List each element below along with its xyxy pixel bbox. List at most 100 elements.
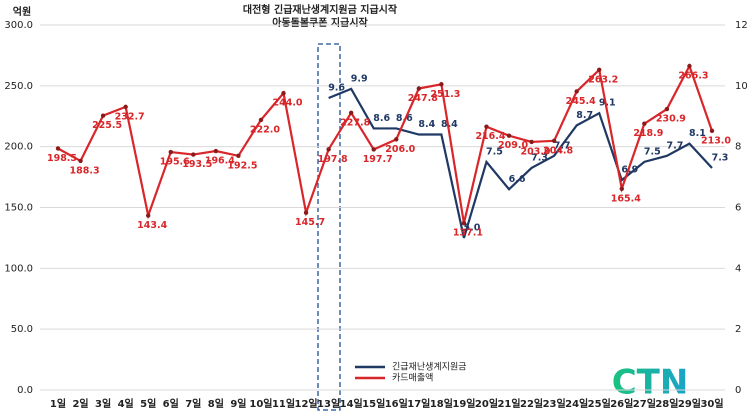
value-label: 6.9 xyxy=(621,165,638,176)
x-tick-label: 9일 xyxy=(230,397,246,410)
point xyxy=(416,86,422,91)
value-label: 206.0 xyxy=(385,144,415,155)
x-tick-label: 15일 xyxy=(362,397,385,410)
x-tick-label: 8일 xyxy=(208,397,224,410)
x-tick-label: 24일 xyxy=(565,397,588,410)
y-tick-label: 0.0 xyxy=(17,385,33,396)
y2-tick-label: 4 xyxy=(735,263,741,274)
point xyxy=(439,82,444,87)
x-tick-label: 13일 xyxy=(317,397,340,410)
x-tick-label: 27일 xyxy=(633,397,656,410)
point xyxy=(461,220,467,226)
point xyxy=(281,90,286,96)
value-label: 266.3 xyxy=(678,71,708,82)
value-label: 8.7 xyxy=(576,110,593,121)
annotation: 아동돌봄쿠폰 지급시작 xyxy=(272,16,368,29)
y-tick-label: 250.0 xyxy=(4,81,33,92)
x-tick-label: 30일 xyxy=(700,397,723,410)
value-label: 225.5 xyxy=(92,120,122,131)
value-label: 244.0 xyxy=(272,98,302,109)
x-tick-label: 4일 xyxy=(118,397,134,410)
value-label: 137.1 xyxy=(453,228,483,239)
point xyxy=(236,153,241,158)
x-tick-label: 22일 xyxy=(520,397,543,410)
x-tick-label: 3일 xyxy=(95,397,111,410)
value-label: 192.5 xyxy=(227,160,257,171)
x-tick-label: 19일 xyxy=(452,397,475,410)
point xyxy=(642,121,647,126)
value-label: 198.5 xyxy=(47,153,77,164)
value-label: 8.6 xyxy=(373,113,390,124)
y-axis-label: 억원 xyxy=(13,5,31,18)
value-label: 251.3 xyxy=(430,89,460,100)
x-tick-label: 29일 xyxy=(678,397,701,410)
value-label: 6.6 xyxy=(509,174,526,185)
y-tick-label: 200.0 xyxy=(4,142,33,153)
point xyxy=(574,89,579,94)
value-label: 9.9 xyxy=(351,73,368,84)
value-label: 263.2 xyxy=(588,74,618,85)
value-label: 7.7 xyxy=(666,140,683,151)
annotation: 대전형 긴급재난생계지원금 지급시작 xyxy=(243,3,398,16)
y2-tick-label: 2 xyxy=(735,324,741,335)
point xyxy=(597,67,602,72)
value-label: 8.4 xyxy=(418,119,435,130)
x-tick-label: 10일 xyxy=(249,397,272,410)
value-label: 227.8 xyxy=(340,117,370,128)
x-tick-label: 1일 xyxy=(50,397,66,410)
x-tick-label: 28일 xyxy=(655,397,678,410)
point xyxy=(348,110,354,116)
point xyxy=(709,128,715,134)
value-label: 209.0 xyxy=(498,140,528,151)
x-tick-label: 2일 xyxy=(72,397,88,410)
value-label: 222.0 xyxy=(250,124,280,135)
point xyxy=(551,138,557,144)
x-tick-label: 21일 xyxy=(497,397,520,410)
value-label: 247.8 xyxy=(408,93,438,104)
value-label: 9.1 xyxy=(599,98,616,109)
y2-tick-label: 6 xyxy=(735,203,741,214)
value-label: 7.5 xyxy=(486,146,503,157)
value-label: 195.6 xyxy=(160,157,190,168)
x-tick-label: 14일 xyxy=(340,397,363,410)
value-label: 7.3 xyxy=(531,152,548,163)
point xyxy=(371,147,376,152)
x-tick-label: 23일 xyxy=(543,397,566,410)
value-label: 197.8 xyxy=(318,154,348,165)
value-label: 7.5 xyxy=(644,146,661,157)
point xyxy=(100,113,106,118)
value-label: 9.6 xyxy=(328,83,345,94)
value-label: 5.0 xyxy=(464,222,481,233)
x-tick-label: 20일 xyxy=(475,397,498,410)
point xyxy=(191,152,196,157)
value-label: 193.5 xyxy=(182,159,212,170)
point xyxy=(258,117,264,123)
series-line xyxy=(328,87,713,239)
logo: CTN xyxy=(612,363,689,403)
value-label: 143.4 xyxy=(137,220,167,231)
point xyxy=(303,210,309,215)
x-tick-label: 11일 xyxy=(272,397,295,410)
y-tick-label: 50.0 xyxy=(11,324,33,335)
x-tick-label: 7일 xyxy=(185,397,201,410)
value-label: 218.9 xyxy=(633,128,663,139)
value-label: 7.3 xyxy=(712,152,729,163)
value-label: 145.7 xyxy=(295,217,325,228)
point xyxy=(55,146,61,151)
x-tick-label: 16일 xyxy=(385,397,408,410)
value-label: 245.4 xyxy=(566,96,596,107)
value-label: 203.9 xyxy=(521,146,551,157)
x-tick-label: 5일 xyxy=(140,397,156,410)
value-label: 165.4 xyxy=(611,193,641,204)
value-label: 230.9 xyxy=(656,114,686,125)
value-label: 197.7 xyxy=(363,154,393,165)
point xyxy=(78,158,83,164)
point xyxy=(484,124,489,129)
x-tick-label: 12일 xyxy=(295,397,318,410)
point xyxy=(687,63,692,69)
point xyxy=(213,148,219,154)
point xyxy=(506,133,512,138)
value-label: 8.1 xyxy=(689,128,706,139)
y2-tick-label: 0 xyxy=(735,385,741,396)
